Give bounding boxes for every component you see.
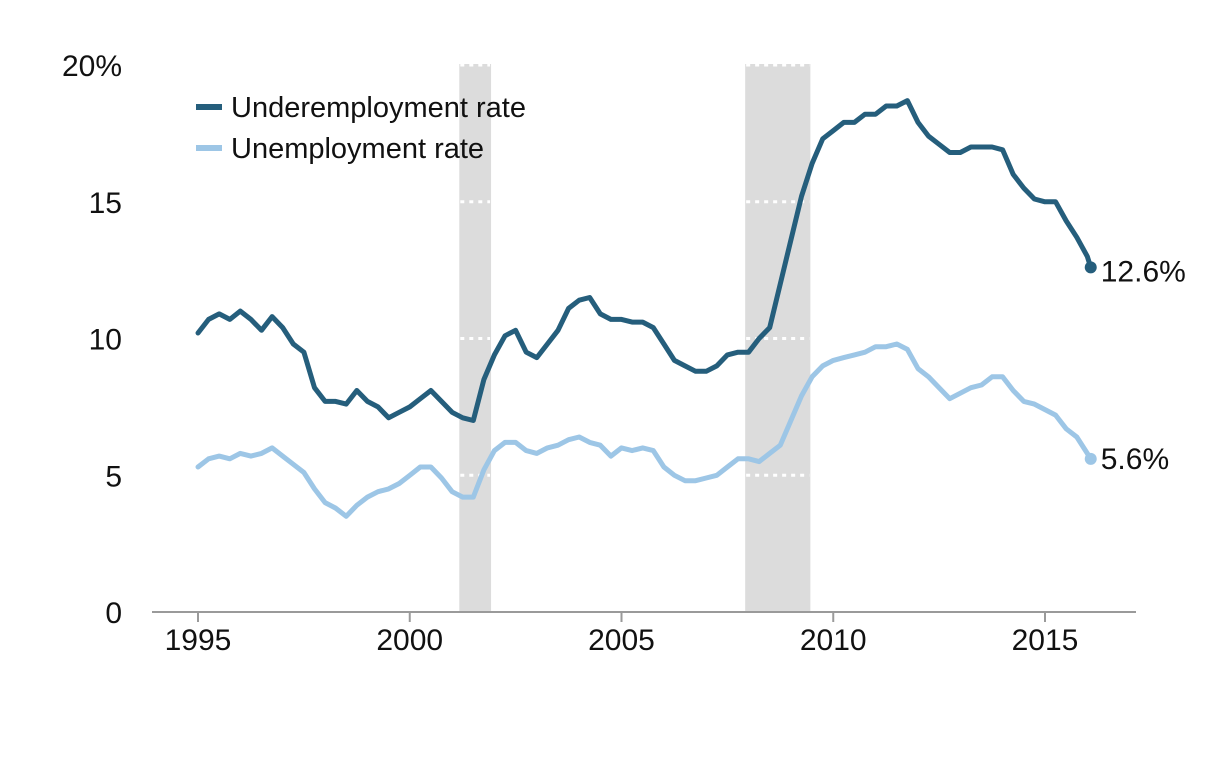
end-labels: 12.6% 5.6% xyxy=(1101,255,1186,475)
x-tick-label: 2005 xyxy=(588,624,655,657)
end-value-label: 5.6% xyxy=(1101,443,1169,476)
y-tick-label: 5 xyxy=(105,460,122,493)
y-tick-label: 15 xyxy=(89,187,122,220)
recession-band xyxy=(459,64,492,612)
end-value-label: 12.6% xyxy=(1101,255,1186,288)
legend: Underemployment rate Unemployment rate xyxy=(196,92,526,165)
series-line xyxy=(195,98,1094,423)
x-tick-label: 1995 xyxy=(165,624,232,657)
y-axis-ticks: 0 5 10 15 20% xyxy=(62,50,122,630)
y-tick-label: 0 xyxy=(105,597,122,630)
series xyxy=(195,98,1097,519)
legend-label: Underemployment rate xyxy=(231,92,526,124)
x-tick-label: 2000 xyxy=(376,624,443,657)
recession-bands xyxy=(459,64,811,612)
x-axis-ticks: 1995 2000 2005 2010 2015 xyxy=(165,612,1079,657)
x-tick-label: 2015 xyxy=(1012,624,1079,657)
series-line xyxy=(195,341,1094,519)
y-tick-label: 20% xyxy=(62,50,122,83)
series-end-point xyxy=(1084,452,1097,465)
legend-label: Unemployment rate xyxy=(231,133,484,165)
y-tick-label: 10 xyxy=(89,324,122,357)
series-end-point xyxy=(1084,261,1097,274)
x-tick-label: 2010 xyxy=(800,624,867,657)
